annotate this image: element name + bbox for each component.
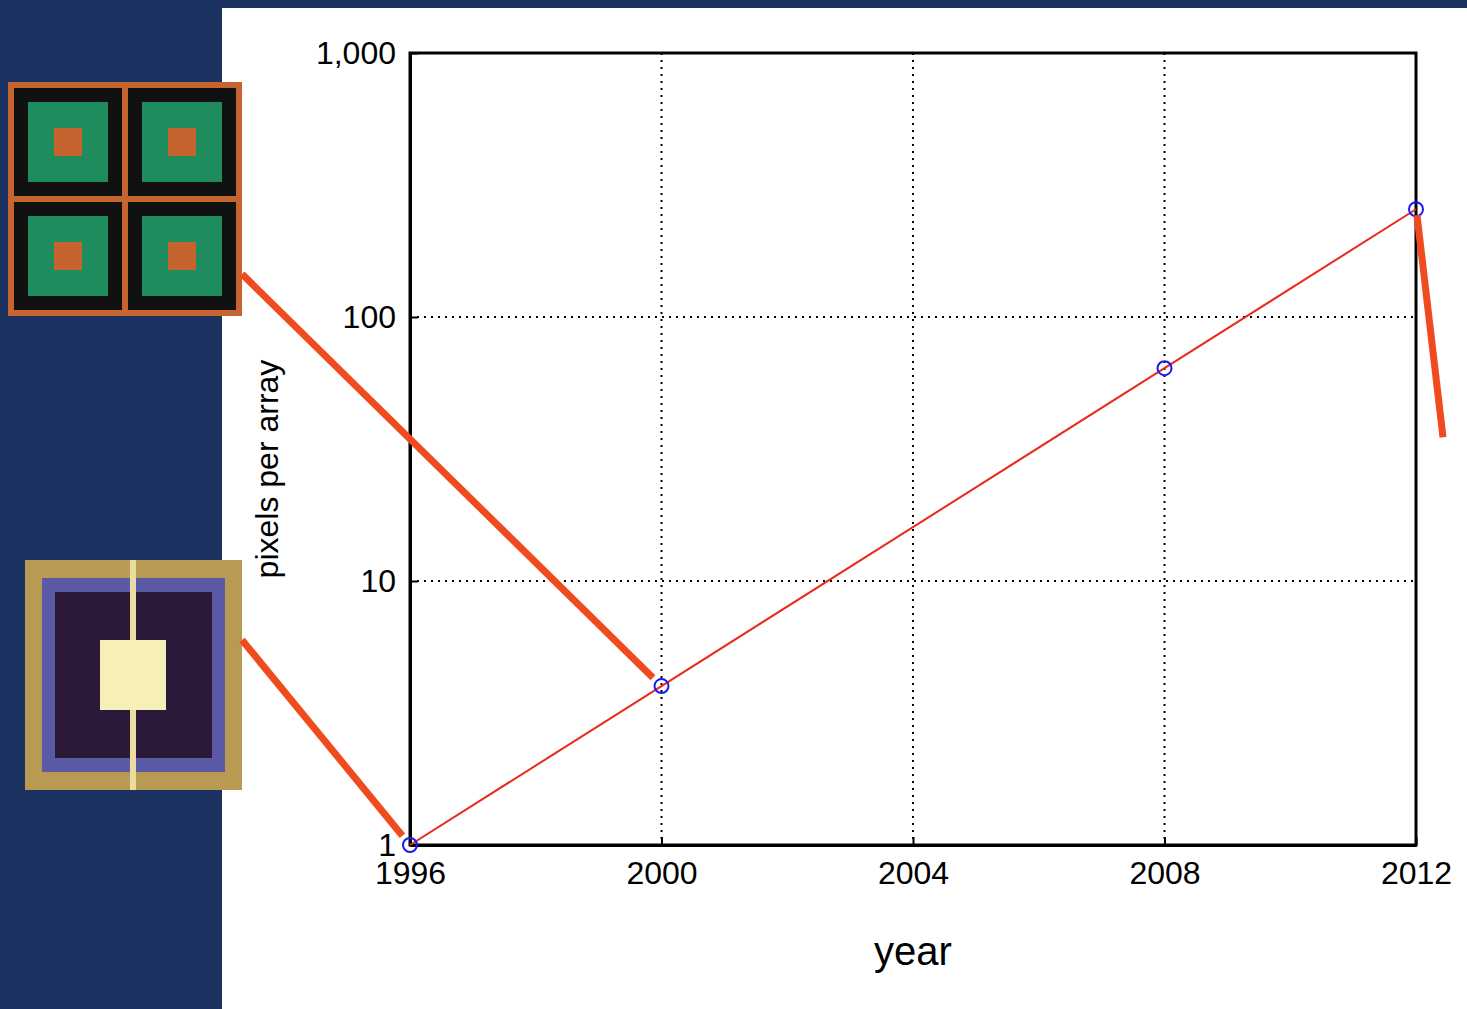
- plot-frame: [410, 53, 1416, 845]
- x-axis: 19962000200420082012: [375, 837, 1452, 891]
- y-tick: 100: [343, 299, 418, 335]
- panel: [222, 8, 1467, 1009]
- grid-line-x: [1164, 53, 1166, 845]
- y-tick-mark: [410, 53, 418, 55]
- leader-line: [242, 640, 402, 836]
- y-axis-line: [409, 54, 412, 846]
- x-tick-label: 2012: [1381, 855, 1452, 891]
- y-tick-label: 1: [378, 827, 396, 863]
- data-point: [655, 679, 669, 693]
- plot-area: [403, 202, 1423, 852]
- x-axis-title: year: [874, 929, 952, 973]
- x-tick-label: 2008: [1129, 855, 1200, 891]
- grid-line-x: [912, 53, 914, 845]
- y-axis: 1 10 100 1,000: [316, 35, 418, 863]
- x-tick-mark: [1164, 837, 1166, 845]
- y-tick-label: 100: [343, 299, 396, 335]
- x-tick: 2012: [1381, 837, 1452, 891]
- data-point: [403, 838, 417, 852]
- y-tick-label: 1,000: [316, 35, 396, 71]
- data-line: [410, 209, 1416, 845]
- x-tick-label: 2000: [626, 855, 697, 891]
- y-tick: 1,000: [316, 35, 418, 71]
- y-tick-mark: [410, 317, 418, 319]
- x-tick: 2008: [1129, 837, 1200, 891]
- grid-line-x: [409, 53, 411, 845]
- x-tick-mark: [1416, 837, 1418, 845]
- leader-line: [1417, 215, 1443, 437]
- y-tick: 10: [360, 563, 418, 599]
- y-tick-label: 10: [360, 563, 396, 599]
- background: [0, 0, 1467, 1009]
- chart-svg: 199620002004200820121101001,000yearpixel…: [0, 0, 1467, 1009]
- y-axis-title: pixels per array: [249, 360, 285, 579]
- detector-image-single: [25, 560, 242, 790]
- data-point: [1409, 202, 1423, 216]
- x-tick-label: 2004: [878, 855, 949, 891]
- y-tick-mark: [410, 581, 418, 583]
- grid: [410, 53, 1416, 845]
- grid-line-x: [661, 53, 663, 845]
- data-point: [1158, 361, 1172, 375]
- grid-line-y: [410, 580, 1416, 582]
- x-tick-mark: [661, 837, 663, 845]
- x-tick: 2000: [626, 837, 697, 891]
- leader-line: [242, 274, 653, 678]
- x-tick: 2004: [878, 837, 949, 891]
- x-tick-mark: [913, 837, 915, 845]
- detector-image-quad: [8, 82, 242, 316]
- grid-line-y: [410, 316, 1416, 318]
